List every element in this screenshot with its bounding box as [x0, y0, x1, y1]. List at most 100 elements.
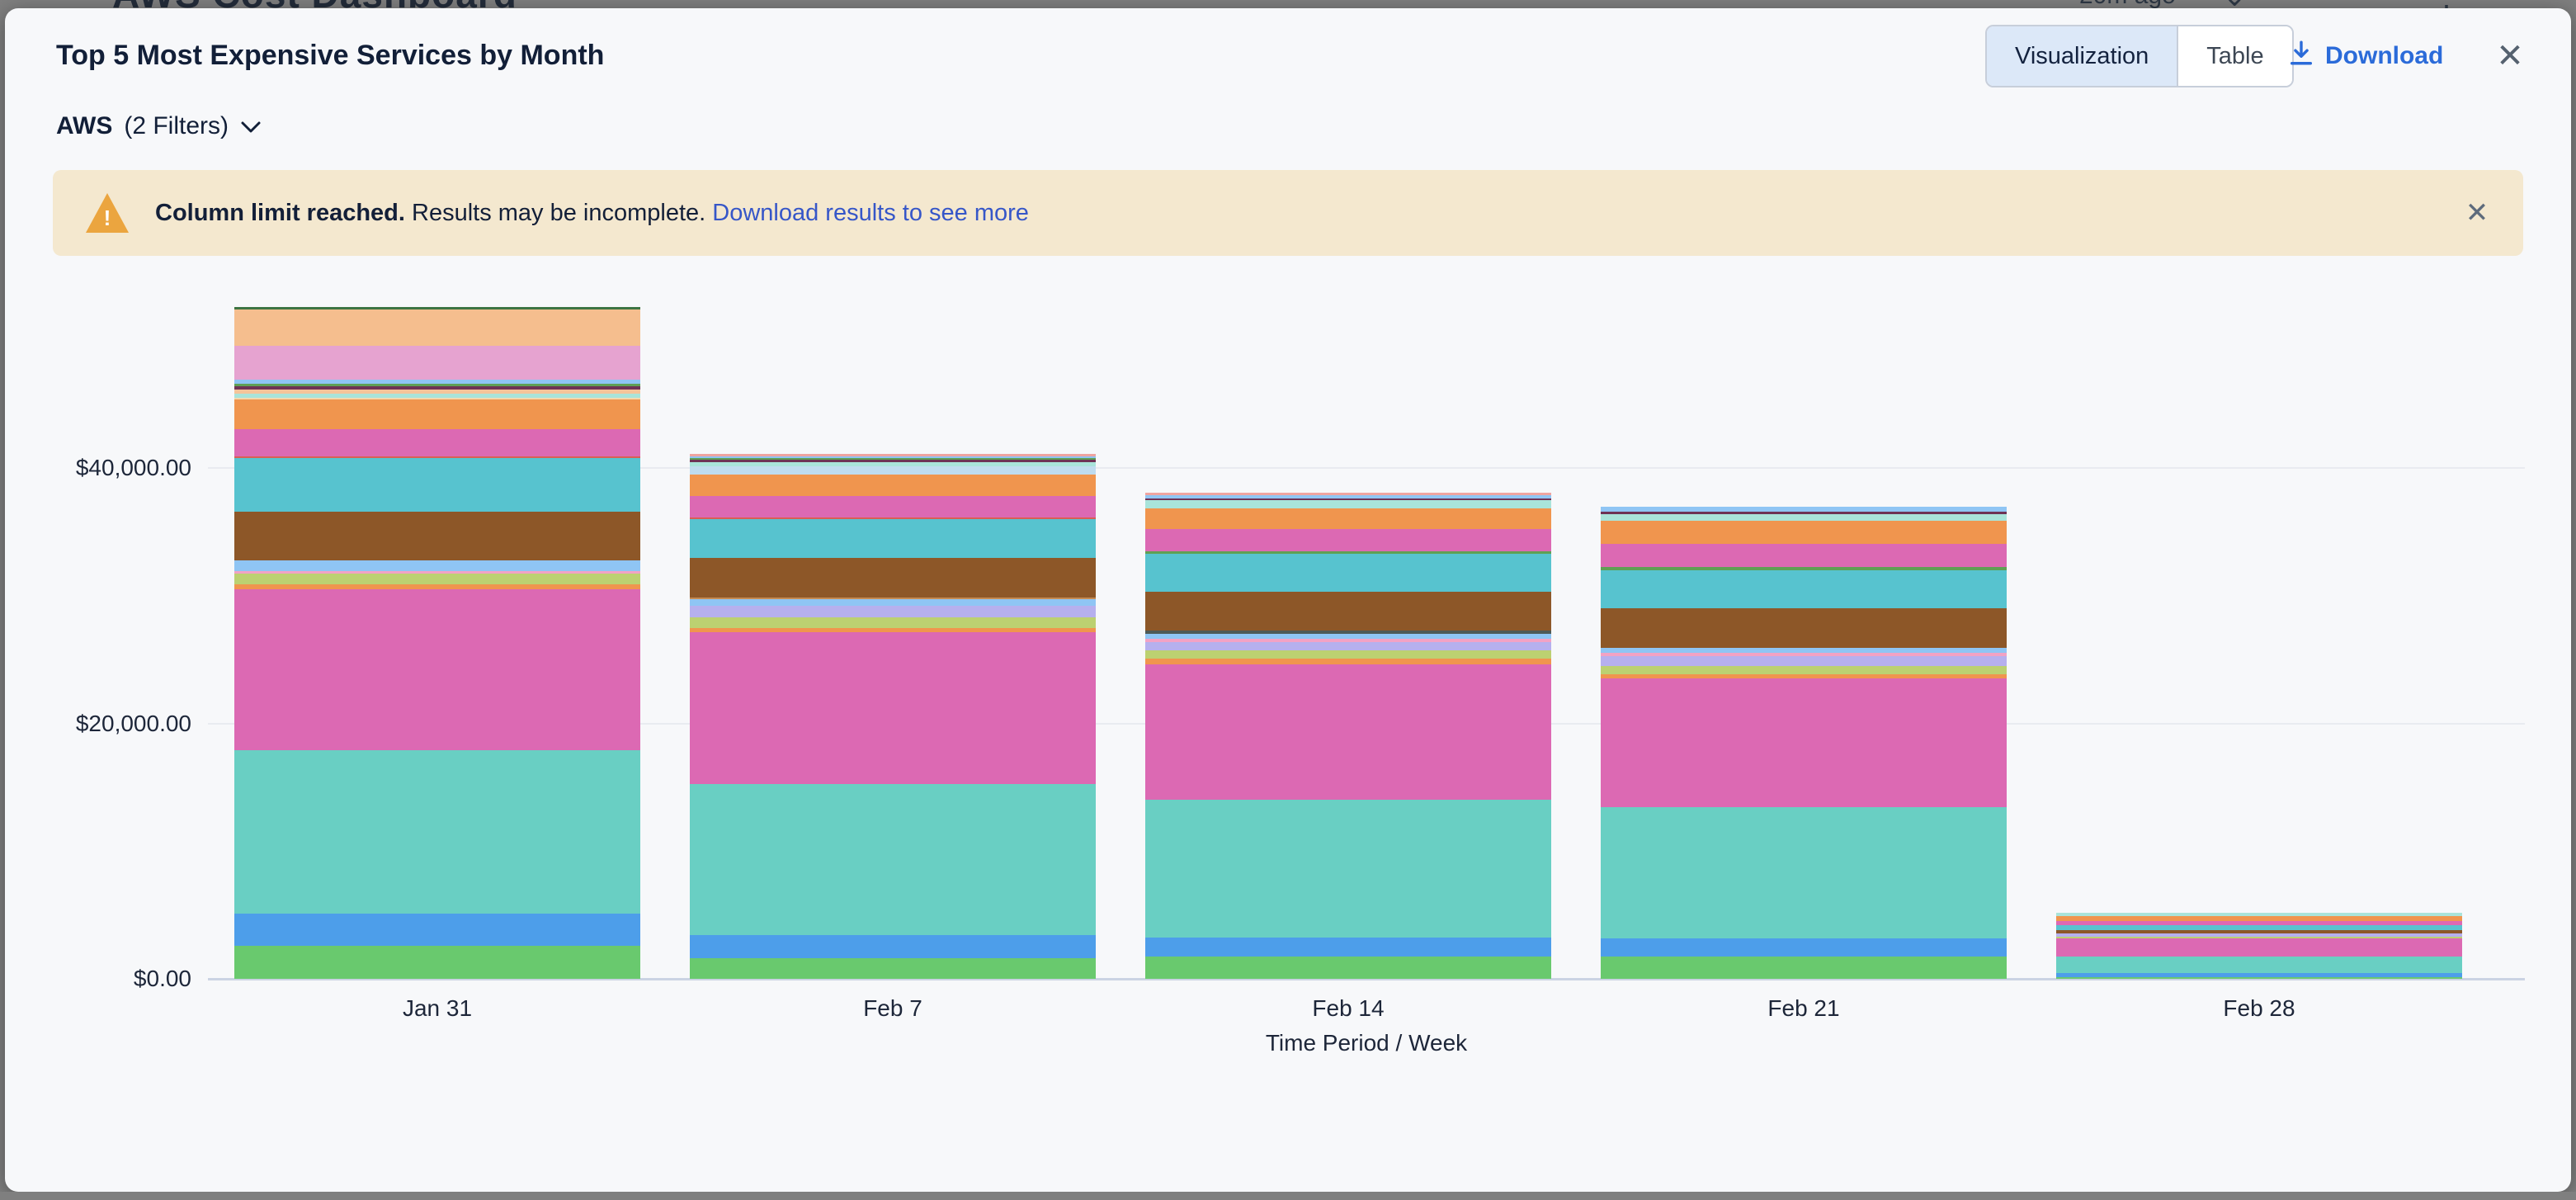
segment-magenta[interactable] — [1601, 543, 2007, 568]
segment-skyBlue[interactable] — [234, 560, 640, 571]
segment-skyBlue[interactable] — [1601, 506, 2007, 513]
segment-green[interactable] — [1145, 957, 1551, 979]
segment-magenta[interactable] — [2056, 921, 2462, 925]
segment-coral[interactable] — [234, 456, 640, 459]
segment-tealCyan[interactable] — [1601, 569, 2007, 609]
segment-paleBlue[interactable] — [690, 465, 1096, 475]
segment-blue[interactable] — [690, 935, 1096, 958]
segment-tealCyan[interactable] — [1145, 553, 1551, 593]
segment-plum[interactable] — [234, 345, 640, 380]
segment-magenta[interactable] — [234, 428, 640, 456]
bar-jan-31[interactable] — [234, 307, 640, 979]
segment-orange[interactable] — [1601, 673, 2007, 678]
segment-magenta[interactable] — [1145, 528, 1551, 551]
modal-close-button[interactable]: ✕ — [2496, 38, 2524, 74]
segment-maroon[interactable] — [234, 385, 640, 390]
segment-periwinkle[interactable] — [690, 606, 1096, 617]
segment-green[interactable] — [1601, 957, 2007, 979]
segment-blue[interactable] — [1601, 938, 2007, 957]
segment-orange[interactable] — [234, 399, 640, 429]
segment-paleTurquoise[interactable] — [1601, 513, 2007, 522]
segment-bigTeal[interactable] — [1601, 806, 2007, 938]
segment-brown[interactable] — [234, 511, 640, 561]
segment-greenMed[interactable] — [234, 383, 640, 386]
segment-skyBlue[interactable] — [1145, 494, 1551, 499]
segment-darkGray[interactable] — [1145, 631, 1551, 635]
segment-darkGreen[interactable] — [234, 307, 640, 310]
segment-magenta[interactable] — [1145, 664, 1551, 800]
segment-pinkLight[interactable] — [1601, 653, 2007, 657]
segment-yellowGreen[interactable] — [234, 574, 640, 585]
segment-tealCyan[interactable] — [690, 518, 1096, 559]
segment-maroon[interactable] — [1145, 498, 1551, 501]
segment-blue[interactable] — [234, 914, 640, 946]
segment-tan[interactable] — [690, 597, 1096, 600]
segment-yellowGreen[interactable] — [690, 617, 1096, 628]
segment-maroon[interactable] — [1601, 512, 2007, 514]
segment-orange[interactable] — [690, 474, 1096, 497]
segment-magenta[interactable] — [2056, 938, 2462, 957]
segment-sandyBrown[interactable] — [234, 309, 640, 346]
segment-bigTeal[interactable] — [234, 749, 640, 914]
segment-blue[interactable] — [1145, 938, 1551, 957]
tab-visualization[interactable]: Visualization — [1987, 26, 2179, 86]
segment-maroon[interactable] — [690, 459, 1096, 463]
download-button[interactable]: Download — [2287, 25, 2443, 87]
banner-close-button[interactable]: ✕ — [2465, 197, 2489, 229]
segment-orange[interactable] — [2056, 915, 2462, 922]
bar-feb-21[interactable] — [1601, 506, 2007, 979]
bar-feb-7[interactable] — [690, 453, 1096, 979]
tab-table[interactable]: Table — [2178, 26, 2292, 86]
segment-yellowGreen[interactable] — [1145, 650, 1551, 659]
segment-brown[interactable] — [1145, 592, 1551, 631]
segment-bigTeal[interactable] — [2056, 956, 2462, 973]
segment-magenta[interactable] — [690, 496, 1096, 518]
segment-bigTeal[interactable] — [690, 783, 1096, 936]
segment-skyBlue[interactable] — [690, 599, 1096, 607]
segment-skyBlue[interactable] — [1601, 648, 2007, 654]
segment-yellowGreen[interactable] — [1601, 666, 2007, 674]
filters-dropdown[interactable]: AWS (2 Filters) — [56, 112, 262, 140]
bar-feb-28[interactable] — [2056, 912, 2462, 979]
segment-pinkLight[interactable] — [1145, 639, 1551, 642]
segment-tealCyan[interactable] — [234, 458, 640, 512]
segment-paleTurquoise[interactable] — [690, 462, 1096, 466]
segment-orange[interactable] — [690, 627, 1096, 632]
segment-salmon[interactable] — [1145, 493, 1551, 495]
segment-cream[interactable] — [234, 398, 640, 400]
download-results-link[interactable]: Download results to see more — [712, 199, 1029, 226]
segment-magenta[interactable] — [234, 588, 640, 750]
segment-coral[interactable] — [690, 517, 1096, 519]
segment-orange[interactable] — [1601, 521, 2007, 544]
segment-paleTurquoise[interactable] — [2056, 912, 2462, 916]
segment-skyBlue[interactable] — [234, 380, 640, 384]
segment-magenta[interactable] — [1601, 678, 2007, 807]
segment-blue[interactable] — [2056, 972, 2462, 977]
segment-peach[interactable] — [234, 389, 640, 394]
segment-pinkLight[interactable] — [234, 570, 640, 574]
segment-green[interactable] — [2056, 976, 2462, 979]
segment-green[interactable] — [234, 945, 640, 979]
segment-skyBlue[interactable] — [1145, 634, 1551, 640]
segment-brown[interactable] — [690, 558, 1096, 598]
bar-feb-14[interactable] — [1145, 493, 1551, 979]
segment-greenMed[interactable] — [1145, 551, 1551, 554]
segment-tealCyan[interactable] — [2056, 924, 2462, 930]
segment-brown[interactable] — [2056, 929, 2462, 934]
segment-orange[interactable] — [1145, 658, 1551, 664]
segment-magenta[interactable] — [690, 631, 1096, 784]
segment-greenMed[interactable] — [690, 457, 1096, 460]
segment-orange[interactable] — [1145, 508, 1551, 529]
segment-brown[interactable] — [1601, 608, 2007, 649]
segment-periwinkle[interactable] — [1145, 641, 1551, 650]
segment-greenMed[interactable] — [1601, 567, 2007, 570]
segment-salmon[interactable] — [690, 453, 1096, 456]
segment-paleTurquoise[interactable] — [234, 393, 640, 399]
segment-bigTeal[interactable] — [1145, 799, 1551, 938]
segment-skyBlue[interactable] — [690, 456, 1096, 458]
segment-periwinkle[interactable] — [1601, 656, 2007, 667]
segment-periwinkle[interactable] — [2056, 933, 2462, 938]
segment-orange[interactable] — [234, 584, 640, 589]
segment-paleTurquoise[interactable] — [1145, 500, 1551, 509]
segment-yellowGreen[interactable] — [2056, 937, 2462, 939]
